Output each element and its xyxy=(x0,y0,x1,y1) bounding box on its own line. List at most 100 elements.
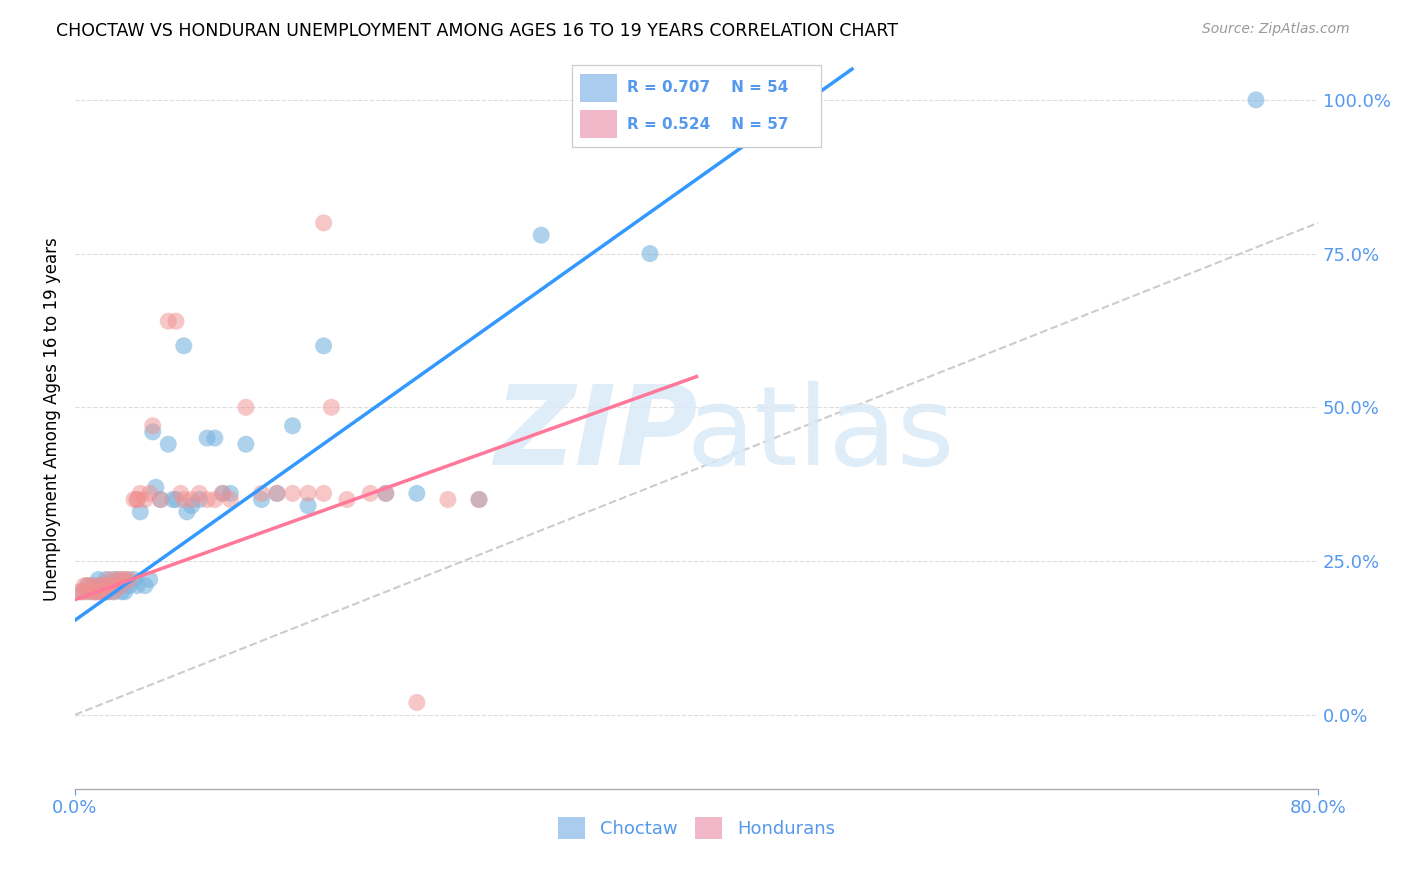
Point xyxy=(114,573,136,587)
Point xyxy=(115,573,138,587)
Point xyxy=(98,573,121,587)
Point xyxy=(91,584,114,599)
Point xyxy=(321,401,343,415)
Point xyxy=(84,584,107,599)
Point xyxy=(103,579,125,593)
Point xyxy=(87,584,110,599)
Point xyxy=(83,584,105,599)
Point xyxy=(204,492,226,507)
Point xyxy=(72,584,94,599)
Point xyxy=(94,584,117,599)
Text: ZIP: ZIP xyxy=(495,381,699,488)
Legend: Choctaw, Hondurans: Choctaw, Hondurans xyxy=(551,809,842,846)
Point xyxy=(138,573,160,587)
Point xyxy=(266,486,288,500)
Text: Source: ZipAtlas.com: Source: ZipAtlas.com xyxy=(1202,22,1350,37)
Point xyxy=(336,492,359,507)
Point xyxy=(165,314,187,328)
Point xyxy=(79,584,101,599)
Point xyxy=(98,584,121,599)
Point xyxy=(134,579,156,593)
Point xyxy=(250,492,273,507)
Point xyxy=(173,339,195,353)
Point xyxy=(468,492,491,507)
Point xyxy=(188,492,211,507)
Point xyxy=(127,492,149,507)
Point xyxy=(91,584,114,599)
Point xyxy=(87,573,110,587)
Point xyxy=(79,579,101,593)
Point xyxy=(142,425,165,439)
Y-axis label: Unemployment Among Ages 16 to 19 years: Unemployment Among Ages 16 to 19 years xyxy=(44,238,60,601)
Point xyxy=(103,579,125,593)
Point xyxy=(211,486,233,500)
Point xyxy=(129,486,152,500)
Point xyxy=(138,486,160,500)
Point xyxy=(118,573,141,587)
Point xyxy=(405,695,427,709)
Point xyxy=(157,437,180,451)
Point xyxy=(111,584,134,599)
Point xyxy=(468,492,491,507)
Point xyxy=(122,492,145,507)
Point xyxy=(83,579,105,593)
Point xyxy=(374,486,396,500)
Point xyxy=(211,486,233,500)
Point xyxy=(359,486,381,500)
Point xyxy=(72,584,94,599)
Point xyxy=(1244,93,1267,107)
Point xyxy=(103,584,125,599)
Point xyxy=(297,486,319,500)
Point xyxy=(195,492,218,507)
Point xyxy=(312,339,335,353)
Point xyxy=(73,579,96,593)
Point xyxy=(638,246,661,260)
Point xyxy=(98,579,121,593)
Point xyxy=(162,492,184,507)
Point xyxy=(129,505,152,519)
Point xyxy=(173,492,195,507)
Point xyxy=(405,486,427,500)
Point xyxy=(170,486,193,500)
Point xyxy=(204,431,226,445)
Point xyxy=(105,573,128,587)
Point xyxy=(94,584,117,599)
Point xyxy=(87,579,110,593)
Point xyxy=(75,584,97,599)
Point xyxy=(94,579,117,593)
Point xyxy=(118,579,141,593)
Point xyxy=(235,437,257,451)
Point xyxy=(219,486,242,500)
Point xyxy=(145,480,167,494)
Point xyxy=(149,492,172,507)
Point xyxy=(195,431,218,445)
Point xyxy=(142,418,165,433)
Point xyxy=(107,573,129,587)
Point xyxy=(69,584,91,599)
Point xyxy=(127,492,149,507)
Point xyxy=(89,579,111,593)
Point xyxy=(188,486,211,500)
Point xyxy=(127,579,149,593)
Point xyxy=(89,579,111,593)
Text: CHOCTAW VS HONDURAN UNEMPLOYMENT AMONG AGES 16 TO 19 YEARS CORRELATION CHART: CHOCTAW VS HONDURAN UNEMPLOYMENT AMONG A… xyxy=(56,22,898,40)
Point xyxy=(176,505,198,519)
Point xyxy=(312,216,335,230)
Point xyxy=(297,499,319,513)
Point xyxy=(76,579,98,593)
Point xyxy=(180,499,202,513)
Point xyxy=(312,486,335,500)
Point xyxy=(91,584,114,599)
Point xyxy=(266,486,288,500)
Point xyxy=(219,492,242,507)
Point xyxy=(114,584,136,599)
Point xyxy=(76,579,98,593)
Point xyxy=(281,486,304,500)
Point xyxy=(103,584,125,599)
Point xyxy=(165,492,187,507)
Point xyxy=(530,228,553,243)
Point xyxy=(235,401,257,415)
Point xyxy=(111,573,134,587)
Text: atlas: atlas xyxy=(686,381,955,488)
Point xyxy=(84,584,107,599)
